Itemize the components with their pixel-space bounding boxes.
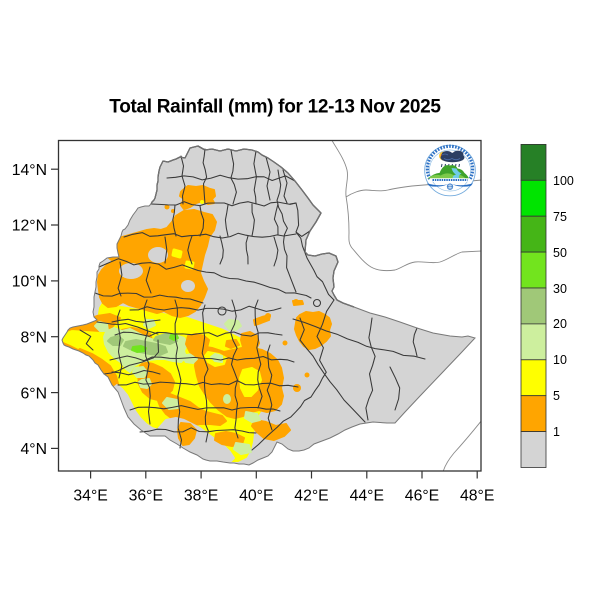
svg-text:4°N: 4°N — [20, 441, 47, 458]
svg-text:10°N: 10°N — [12, 274, 47, 291]
svg-text:44°E: 44°E — [350, 488, 384, 505]
svg-text:14°N: 14°N — [12, 162, 47, 179]
svg-text:12°N: 12°N — [12, 218, 47, 235]
svg-text:48°E: 48°E — [460, 488, 494, 505]
svg-text:36°E: 36°E — [129, 488, 163, 505]
svg-text:5: 5 — [553, 389, 560, 403]
svg-text:38°E: 38°E — [184, 488, 218, 505]
svg-text:75: 75 — [553, 210, 567, 224]
svg-text:6°N: 6°N — [20, 385, 47, 402]
svg-text:30: 30 — [553, 282, 567, 296]
svg-text:8°N: 8°N — [20, 329, 47, 346]
svg-text:20: 20 — [553, 317, 567, 331]
svg-text:40°E: 40°E — [239, 488, 273, 505]
svg-text:1: 1 — [553, 425, 560, 439]
svg-text:46°E: 46°E — [405, 488, 439, 505]
svg-text:10: 10 — [553, 353, 567, 367]
svg-text:42°E: 42°E — [294, 488, 328, 505]
svg-text:100: 100 — [553, 174, 574, 188]
svg-text:Total Rainfall (mm) for 12-13: Total Rainfall (mm) for 12-13 Nov 2025 — [109, 97, 441, 118]
svg-text:50: 50 — [553, 246, 567, 260]
svg-text:34°E: 34°E — [73, 488, 107, 505]
